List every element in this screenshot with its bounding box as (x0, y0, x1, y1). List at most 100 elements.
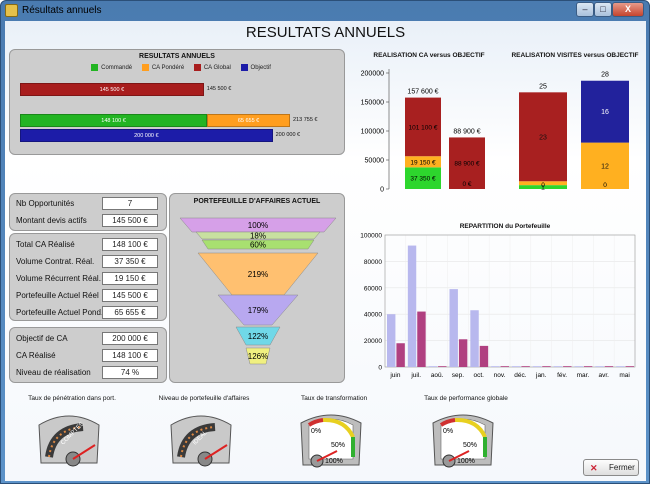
distribution-bar (470, 310, 479, 367)
bar-commande: 148 100 € (20, 114, 208, 127)
opportunity-count-label: Nb Opportunités (16, 199, 75, 208)
distribution-bar (553, 366, 563, 367)
ca-total-label: Total CA Réalisé (16, 240, 75, 249)
funnel-stage-label: 122% (248, 332, 268, 341)
segment-value-label: 19 150 € (410, 159, 436, 166)
distribution-bar (563, 366, 572, 367)
gauge-tick-label: 50% (463, 442, 477, 449)
funnel-stage (245, 347, 271, 365)
bar-stack-total-label: 213 755 € (293, 117, 318, 123)
stacked-bar-segment (449, 137, 485, 189)
ca-realise-field[interactable]: 148 100 € (102, 349, 158, 362)
gauge-band-yellow (454, 417, 487, 438)
funnel-stage (235, 326, 281, 346)
gauge-tick-label: 100% (325, 458, 343, 465)
opportunity-count-row: Nb Opportunités 7 (10, 196, 164, 211)
ca-row: Volume Récurrent Réal. 19 150 € (10, 271, 164, 286)
portfolio-real-label: Portefeuille Actuel Réel (16, 291, 99, 300)
visits-vs-objective-chart: 1 23 25 0 12 16 28 0 (519, 72, 629, 192)
objective-row: CA Réalisé 148 100 € (10, 348, 164, 363)
distribution-bar (458, 339, 468, 367)
bar-ca-global: 145 500 € (20, 83, 204, 96)
gauge-needle (72, 444, 96, 460)
gauge-tick-label: 0% (443, 428, 453, 435)
gauge-tick-label: 0% (311, 428, 321, 435)
legend-label-pondere: CA Pondéré (151, 65, 185, 72)
objective-field[interactable]: 200 000 € (102, 332, 158, 345)
page-title: RESULTATS ANNUELS (245, 24, 406, 41)
ca-total-field[interactable]: 148 100 € (102, 238, 158, 251)
x-tick-label: oct. (474, 372, 485, 379)
y-tick-label: 0 (378, 365, 382, 372)
gauge-tick-label: 100% (457, 458, 475, 465)
segment-value-label: 101 100 € (409, 124, 438, 131)
maximize-button[interactable]: □ (594, 2, 612, 17)
portfolio-distribution-title: REPARTITION du Portefeuille (459, 223, 551, 230)
achievement-level-field[interactable]: 74 % (102, 366, 158, 379)
results-summary-title: RESULTATS ANNUELS (139, 53, 215, 60)
legend-swatch-pondere (141, 64, 149, 71)
distribution-bar (604, 366, 614, 367)
bar-total-label: 25 (539, 83, 547, 90)
gauge-wheel-ticks (180, 426, 216, 458)
y-tick-label: 20000 (364, 338, 382, 345)
gauge-band-red (307, 418, 324, 427)
funnel-stage (179, 217, 337, 233)
bar-total-label: 88 900 € (453, 128, 480, 135)
distribution-bar (583, 366, 593, 367)
title-bar[interactable]: Résultats annuels – □ X (1, 1, 649, 21)
ca-realise-label: CA Réalisé (16, 351, 56, 360)
funnel-stage-label: 219% (248, 270, 268, 279)
x-tick-label: sep. (452, 372, 464, 379)
legend-swatch-global (193, 64, 201, 71)
portfolio-real-field[interactable]: 145 500 € (102, 289, 158, 302)
ca-vs-objective-title: REALISATION CA versus OBJECTIF (373, 52, 485, 59)
results-summary-panel: RESULTATS ANNUELS Commandé CA Pondéré CA… (9, 49, 345, 155)
distribution-bar (500, 366, 509, 367)
gauge-title-penetration: Taux de pénétration dans port. (28, 395, 116, 402)
x-tick-label: fév. (557, 372, 567, 379)
segment-value-label: 88 900 € (454, 161, 480, 168)
funnel-stage (217, 294, 299, 326)
legend-label-commande: Commandé (101, 65, 133, 72)
segment-value-label: 16 (601, 109, 609, 116)
contract-volume-field[interactable]: 37 350 € (102, 255, 158, 268)
distribution-bar (417, 311, 426, 367)
distribution-bar (521, 366, 530, 367)
distribution-bar (512, 366, 521, 367)
gauges-row: COMPTES IDEAL 0%50%100%0%50%100% (38, 414, 494, 468)
segment-value-label: 1 (541, 185, 545, 192)
bar-ca-pondere: 65 655 € (207, 114, 290, 127)
gauge-needle (204, 444, 228, 460)
recurring-volume-field[interactable]: 19 150 € (102, 272, 158, 285)
objective-row: Objectif de CA 200 000 € (10, 331, 164, 346)
active-quotes-field[interactable]: 145 500 € (102, 214, 158, 227)
objective-label: Objectif de CA (16, 334, 68, 343)
legend-swatch-objectif (240, 64, 248, 71)
opportunity-count-field[interactable]: 7 (102, 197, 158, 210)
close-window-button[interactable]: X (612, 2, 644, 17)
close-button[interactable]: ✕ Fermer (583, 459, 639, 476)
y-tick-label: 0 (380, 187, 384, 194)
gauge-needle (448, 450, 470, 462)
gauge-wheel-ticks (48, 426, 84, 458)
segment-value-label: 23 (539, 134, 547, 141)
portfolio-weighted-field[interactable]: 65 655 € (102, 306, 158, 319)
zero-value-label: 0 (541, 182, 545, 189)
distribution-bar (428, 366, 438, 367)
funnel-stage-label: 18% (250, 232, 266, 241)
y-tick-label: 100000 (360, 233, 382, 240)
client-area: RESULTATS ANNUELS RESULTATS ANNUELS Comm… (5, 21, 646, 481)
achievement-level-label: Niveau de réalisation (16, 368, 91, 377)
bar-total-label: 28 (601, 72, 609, 79)
stacked-bar-segment (581, 80, 629, 143)
close-icon: ✕ (590, 463, 598, 473)
distribution-bar (532, 366, 542, 367)
plot-frame (384, 234, 636, 368)
y-tick-label: 200000 (361, 71, 384, 78)
minimize-button[interactable]: – (576, 2, 594, 17)
segment-value-label: 37 350 € (410, 176, 436, 183)
recurring-volume-label: Volume Récurrent Réal. (16, 274, 101, 283)
gauge-band-yellow (322, 417, 355, 438)
